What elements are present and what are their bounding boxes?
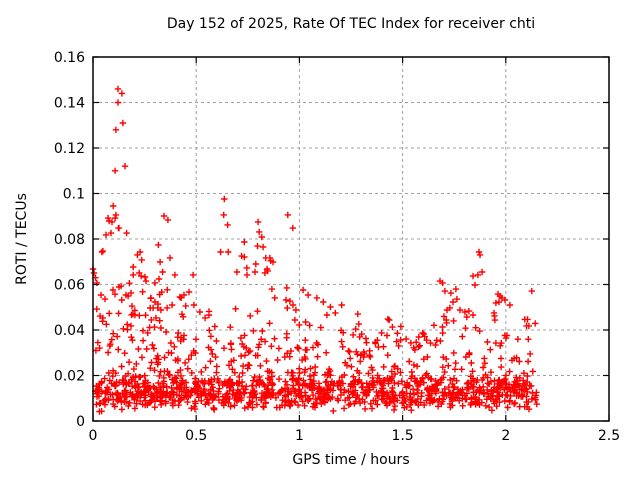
tick-labels: 0 0.5 1 1.5 2 2.5 0 0.02 0.04 0.06 0.08 0.1 0.12 0.14… — [54, 50, 620, 444]
scatter-points — [89, 85, 540, 415]
y-tick-label-0.02: 0.02 — [54, 369, 85, 385]
y-tick-label-0.06: 0.06 — [54, 278, 85, 294]
x-tick-label-1.5: 1.5 — [391, 428, 413, 444]
tick-marks — [92, 56, 610, 422]
y-tick-label-0: 0 — [76, 414, 85, 430]
x-axis-label: GPS time / hours — [292, 452, 410, 468]
x-tick-label-0.5: 0.5 — [185, 428, 207, 444]
y-tick-label-0.16: 0.16 — [54, 50, 85, 66]
x-tick-label-2: 2 — [501, 428, 510, 444]
x-tick-label-1: 1 — [295, 428, 304, 444]
chart-title: Day 152 of 2025, Rate Of TEC Index for r… — [166, 16, 536, 32]
y-tick-label-0.08: 0.08 — [54, 232, 85, 248]
y-tick-label-0.14: 0.14 — [54, 96, 85, 112]
y-tick-label-0.12: 0.12 — [54, 141, 85, 157]
y-tick-label-0.04: 0.04 — [54, 323, 85, 339]
y-tick-label-0.1: 0.1 — [63, 187, 85, 203]
x-tick-label-0: 0 — [89, 428, 98, 444]
x-tick-label-2.5: 2.5 — [598, 428, 620, 444]
